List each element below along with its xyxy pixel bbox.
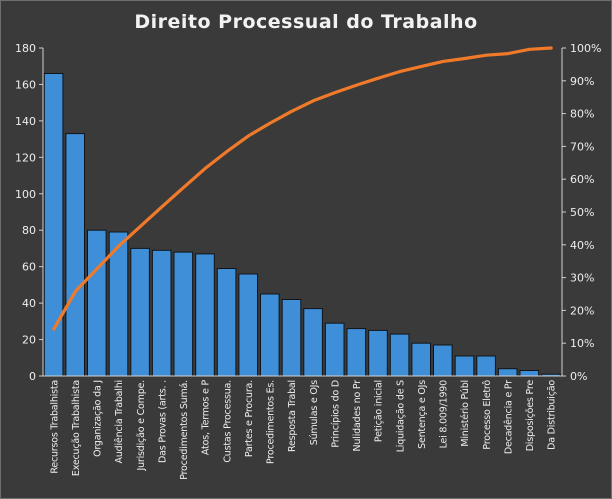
bar-15: [346, 328, 367, 377]
bar-20: [454, 355, 475, 377]
category-label: Súmulas e OJs: [309, 380, 320, 446]
category-labels: Recursos Trabalhista Execução Trabalhista…: [49, 380, 557, 480]
bar-5: [130, 247, 150, 377]
chart-title: Direito Processual do Trabalho: [134, 11, 477, 33]
bar-11: [260, 293, 280, 377]
left-tick-label: 40: [22, 297, 36, 310]
left-tick-label: 20: [22, 334, 36, 347]
bar-6: [151, 249, 172, 377]
bar-23: [519, 370, 540, 377]
category-label: Resposta Trabal: [287, 380, 298, 452]
category-label: Jurisdição e Compe.: [136, 380, 147, 472]
right-axis-ticks: 0% 10% 20% 30% 40% 50% 60% 70% 80% 90% 100%: [562, 42, 601, 383]
category-label: Recursos Trabalhista: [49, 380, 60, 474]
bar-17: [389, 333, 410, 377]
left-tick-label: 100: [15, 188, 36, 201]
left-tick-label: 0: [29, 370, 36, 383]
category-label: Sentença e OJs: [417, 380, 428, 449]
category-label: Procedimentos Es.: [266, 380, 277, 464]
bar-8: [195, 253, 215, 377]
category-label: Ministério Públ: [460, 380, 471, 447]
right-tick-label: 50%: [570, 206, 594, 219]
category-label: Disposições Pre: [525, 380, 536, 452]
bar-10: [238, 273, 258, 377]
bar-7: [173, 251, 194, 377]
category-label: Liquidação de S: [395, 380, 406, 452]
right-tick-label: 90%: [570, 75, 594, 88]
category-label: Da Distribuição: [547, 380, 558, 450]
right-tick-label: 60%: [570, 173, 594, 186]
category-label: Nulidades no Pr: [352, 380, 363, 452]
category-label: Execução Trabalhista: [71, 380, 82, 476]
bar-2: [65, 133, 86, 377]
left-tick-label: 80: [22, 224, 36, 237]
cumulative-percent-line: [52, 46, 553, 331]
category-label: Audiência Trabalhi: [114, 380, 125, 463]
category-label: Lei 8.009/1990: [439, 380, 450, 449]
bar-16: [368, 329, 388, 377]
cumulative-line-series: [52, 46, 553, 331]
bar-22: [497, 368, 518, 377]
bar-18: [411, 342, 431, 377]
category-label: Princípios do D: [330, 380, 341, 448]
bar-21: [476, 355, 496, 377]
left-tick-label: 160: [15, 78, 36, 91]
right-tick-label: 80%: [570, 108, 594, 121]
right-tick-label: 40%: [570, 239, 594, 252]
bar-19: [433, 344, 453, 377]
category-label: Atos, Termos e P: [201, 380, 212, 456]
bar-13: [303, 308, 323, 377]
category-label: Das Provas (arts. .: [157, 380, 168, 463]
left-axis-ticks: 0 20 40 60 80 100 120 140 160 180: [15, 42, 43, 383]
bar-9: [216, 268, 237, 377]
category-label: Custas Processua.: [222, 380, 233, 463]
category-label: Procedimentos Sumá.: [179, 380, 190, 480]
left-tick-label: 60: [22, 261, 36, 274]
right-tick-label: 10%: [570, 337, 594, 350]
bar-series: [43, 73, 561, 377]
bar-3: [87, 229, 107, 377]
left-tick-label: 140: [15, 115, 36, 128]
bar-12: [281, 299, 302, 377]
category-label: Petição inicial: [374, 380, 385, 442]
category-label: Processo Eletrô: [482, 380, 493, 450]
right-tick-label: 70%: [570, 140, 594, 153]
right-tick-label: 20%: [570, 304, 594, 317]
right-tick-label: 30%: [570, 272, 594, 285]
bar-14: [324, 322, 345, 377]
right-tick-label: 0%: [570, 370, 587, 383]
left-tick-label: 120: [15, 151, 36, 164]
category-label: Organização da J: [93, 380, 104, 457]
category-label: Decadência e Pr: [503, 380, 514, 454]
left-tick-label: 180: [15, 42, 36, 55]
right-tick-label: 100%: [570, 42, 601, 55]
category-label: Partes e Procura.: [244, 380, 255, 457]
